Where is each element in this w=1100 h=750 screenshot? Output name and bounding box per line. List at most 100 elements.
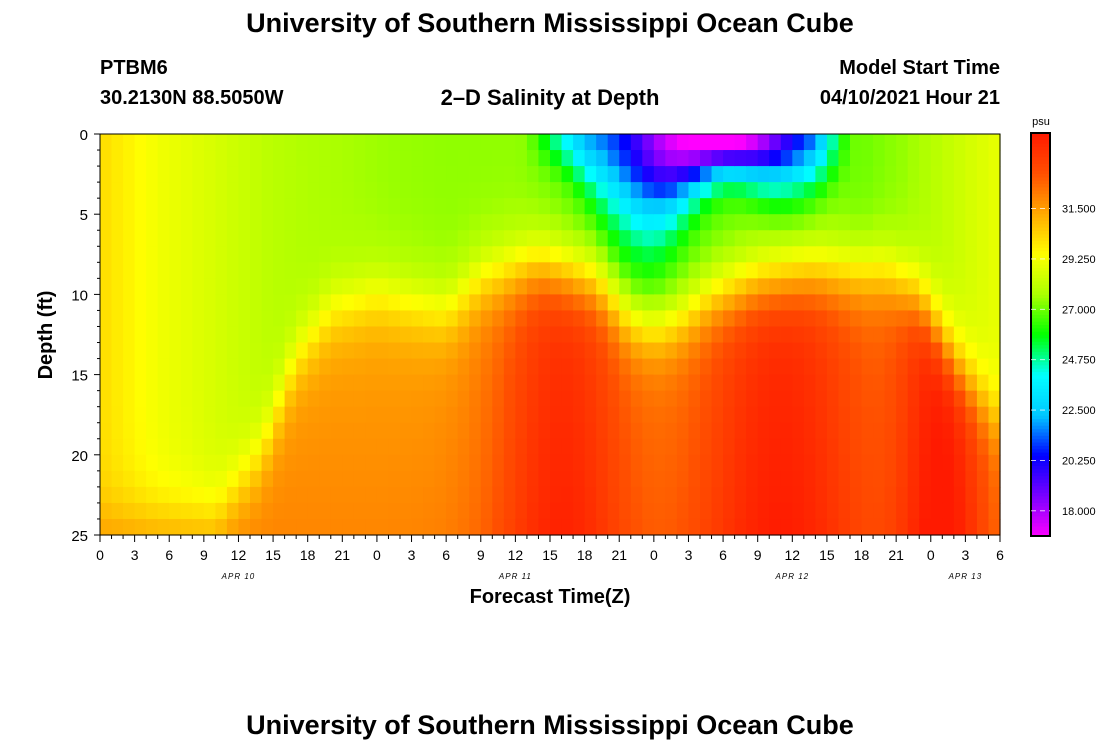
heatmap-cell	[250, 502, 263, 520]
colorbar-segment	[1031, 401, 1050, 406]
heatmap-cell	[769, 246, 782, 263]
heatmap-cell	[192, 438, 205, 456]
heatmap-cell	[734, 518, 747, 536]
colorbar-segment	[1031, 304, 1050, 309]
heatmap-cell	[238, 502, 251, 520]
heatmap-cell	[353, 182, 366, 199]
heatmap-cell	[700, 518, 713, 536]
heatmap-cell	[192, 198, 205, 215]
heatmap-cell	[919, 166, 932, 183]
heatmap-cell	[526, 438, 540, 456]
heatmap-cell	[953, 310, 966, 328]
heatmap-cell	[480, 182, 493, 199]
colorbar-segment	[1031, 441, 1050, 446]
heatmap-cell	[780, 294, 793, 312]
heatmap-cell	[250, 486, 263, 504]
heatmap-cell	[642, 518, 655, 536]
heatmap-cell	[492, 182, 505, 199]
heatmap-cell	[457, 166, 470, 183]
heatmap-cell	[896, 134, 909, 151]
heatmap-cell	[307, 486, 320, 504]
heatmap-cell	[930, 262, 943, 279]
heatmap-cell	[446, 390, 459, 408]
heatmap-cell	[665, 246, 678, 263]
heatmap-cell	[226, 166, 240, 183]
heatmap-cell	[319, 278, 332, 295]
heatmap-cell	[411, 294, 424, 312]
heatmap-cell	[988, 182, 1001, 199]
heatmap-cell	[711, 246, 724, 263]
heatmap-cell	[226, 470, 240, 488]
heatmap-cell	[411, 374, 424, 392]
heatmap-cell	[642, 246, 655, 263]
heatmap-cell	[515, 374, 528, 392]
heatmap-cell	[446, 166, 459, 183]
heatmap-cell	[815, 422, 828, 440]
heatmap-cell	[550, 214, 563, 231]
heatmap-cell	[769, 294, 782, 312]
heatmap-cell	[873, 438, 886, 456]
heatmap-cell	[411, 390, 424, 408]
heatmap-cell	[111, 518, 124, 536]
heatmap-cell	[780, 246, 793, 263]
heatmap-cell	[642, 262, 655, 279]
heatmap-cell	[930, 134, 943, 151]
heatmap-cell	[734, 262, 747, 279]
heatmap-cell	[850, 470, 863, 488]
x-tick-label: 21	[335, 547, 351, 563]
heatmap-cell	[596, 214, 609, 231]
heatmap-cell	[273, 262, 286, 279]
heatmap-cell	[619, 438, 632, 456]
heatmap-cell	[573, 358, 586, 376]
heatmap-cell	[907, 518, 920, 536]
heatmap-cell	[907, 358, 920, 376]
heatmap-cell	[400, 214, 413, 231]
heatmap-cell	[769, 310, 782, 328]
heatmap-cell	[238, 326, 251, 344]
heatmap-cell	[688, 198, 701, 215]
heatmap-cell	[734, 230, 747, 247]
heatmap-cell	[769, 390, 782, 408]
heatmap-cell	[423, 278, 436, 295]
heatmap-cell	[492, 278, 505, 295]
heatmap-cell	[942, 502, 955, 520]
heatmap-cell	[792, 182, 805, 199]
heatmap-cell	[296, 262, 309, 279]
heatmap-cell	[965, 374, 978, 392]
heatmap-cell	[884, 454, 897, 472]
heatmap-cell	[642, 374, 655, 392]
heatmap-cell	[376, 454, 390, 472]
heatmap-cell	[146, 198, 159, 215]
heatmap-cell	[953, 358, 966, 376]
heatmap-cell	[665, 294, 678, 312]
heatmap-cell	[457, 390, 470, 408]
heatmap-cell	[769, 486, 782, 504]
heatmap-cell	[965, 150, 978, 167]
heatmap-cell	[607, 310, 620, 328]
heatmap-cell	[976, 246, 990, 263]
heatmap-cell	[123, 454, 136, 472]
heatmap-cell	[100, 406, 113, 424]
heatmap-cell	[388, 342, 401, 360]
colorbar-segment	[1031, 260, 1050, 265]
heatmap-cell	[515, 454, 528, 472]
heatmap-cell	[157, 310, 170, 328]
heatmap-cell	[538, 422, 551, 440]
heatmap-cell	[942, 214, 955, 231]
colorbar-segment	[1031, 290, 1050, 295]
heatmap-cell	[584, 262, 597, 279]
heatmap-cell	[146, 150, 159, 167]
heatmap-cell	[469, 470, 482, 488]
heatmap-cell	[469, 454, 482, 472]
heatmap-cell	[803, 134, 816, 151]
heatmap-cell	[457, 358, 470, 376]
heatmap-cell	[665, 182, 678, 199]
x-tick-label: 15	[819, 547, 835, 563]
heatmap-cell	[434, 214, 447, 231]
heatmap-cell	[469, 278, 482, 295]
heatmap-cell	[826, 342, 840, 360]
heatmap-cell	[365, 310, 378, 328]
heatmap-cell	[953, 278, 966, 295]
heatmap-cell	[676, 246, 690, 263]
heatmap-cell	[573, 150, 586, 167]
